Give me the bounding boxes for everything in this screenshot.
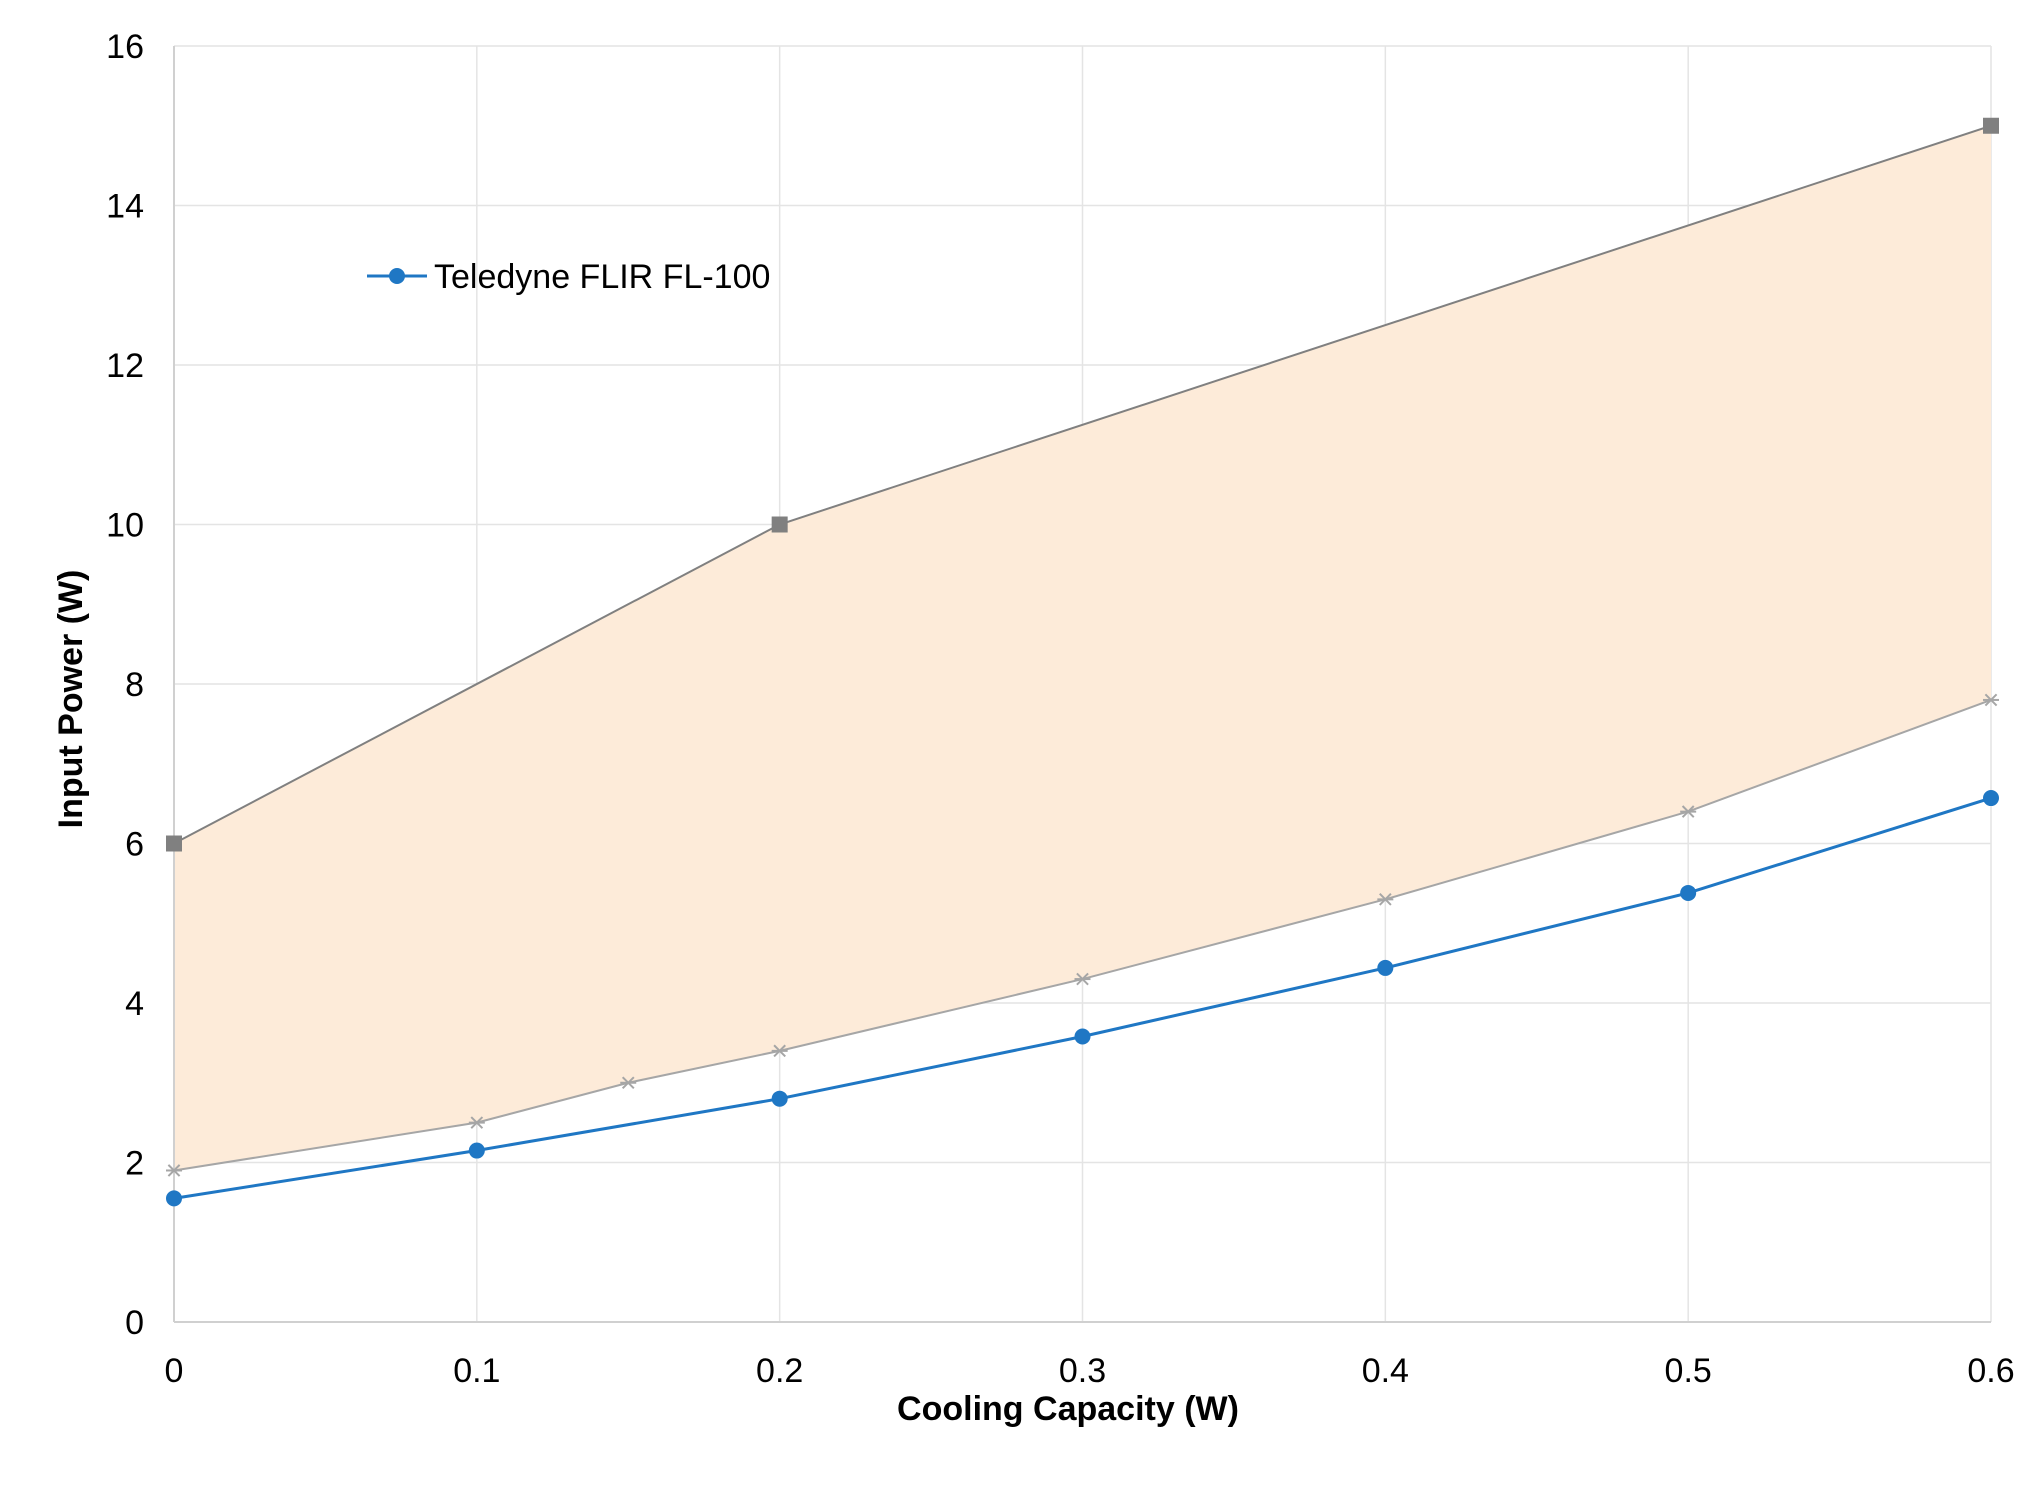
legend-circle-marker [389, 268, 405, 284]
data-point-asterisk [1074, 972, 1091, 986]
asterisk-stroke [621, 1076, 635, 1090]
series [166, 117, 1999, 1207]
y-tick-label: 16 [106, 28, 144, 66]
data-point-circle [1983, 790, 1999, 807]
y-tick-label: 2 [125, 1145, 144, 1183]
y-tick-label: 0 [125, 1304, 144, 1342]
y-axis-title: Input Power (W) [52, 570, 90, 829]
y-tick-label: 14 [106, 188, 144, 226]
data-point-asterisk [468, 1116, 485, 1129]
data-point-asterisk [620, 1076, 637, 1090]
data-point-asterisk [1983, 693, 1999, 707]
y-tick-label: 8 [125, 666, 144, 704]
data-point-circle [1377, 959, 1394, 976]
series-2 [166, 693, 1999, 1177]
x-tick-label: 0.2 [756, 1352, 803, 1390]
asterisk-stroke [1681, 805, 1695, 818]
asterisk-stroke [167, 1164, 181, 1177]
data-point-asterisk [1680, 805, 1697, 818]
data-point-square [166, 835, 182, 852]
y-tick-label: 10 [106, 507, 144, 545]
asterisk-stroke [1379, 893, 1392, 906]
asterisk-stroke [470, 1116, 484, 1129]
x-tick-label: 0.4 [1362, 1352, 1409, 1390]
x-tick-label: 0.6 [1967, 1352, 2014, 1390]
data-point-asterisk [166, 1164, 182, 1177]
y-tick-label: 4 [125, 985, 144, 1023]
data-point-circle [1680, 884, 1697, 901]
series-0 [166, 790, 1999, 1207]
data-point-asterisk [771, 1044, 788, 1058]
legend: Teledyne FLIR FL-100 [367, 258, 770, 296]
data-point-circle [468, 1142, 485, 1159]
data-point-square [1983, 117, 1999, 134]
data-point-square [771, 516, 788, 533]
x-tick-label: 0 [165, 1352, 184, 1390]
data-point-circle [166, 1190, 182, 1207]
shaded-range-area [174, 125, 1991, 1171]
x-axis-title: Cooling Capacity (W) [897, 1390, 1239, 1428]
data-point-circle [771, 1090, 788, 1107]
asterisk-stroke [1076, 972, 1089, 986]
x-tick-label: 0.5 [1665, 1352, 1712, 1390]
x-tick-label: 0.3 [1059, 1352, 1106, 1390]
range-band [174, 125, 1991, 1171]
y-tick-label: 6 [125, 826, 144, 864]
asterisk-stroke [1984, 693, 1998, 707]
legend-entry-label: Teledyne FLIR FL-100 [434, 258, 770, 296]
x-tick-label: 0.1 [453, 1352, 500, 1390]
data-point-asterisk [1377, 893, 1394, 906]
series-line [173, 699, 1992, 1172]
tick-labels: 0 2 4 6 8 10 12 14 16 0 0.1 0.2 0.3 0.4 0.5 0.6 [106, 28, 2014, 1390]
axes [173, 46, 1991, 1323]
y-tick-label: 12 [106, 347, 144, 385]
data-point-circle [1074, 1028, 1091, 1045]
asterisk-stroke [773, 1044, 786, 1058]
series-1 [166, 117, 1999, 852]
